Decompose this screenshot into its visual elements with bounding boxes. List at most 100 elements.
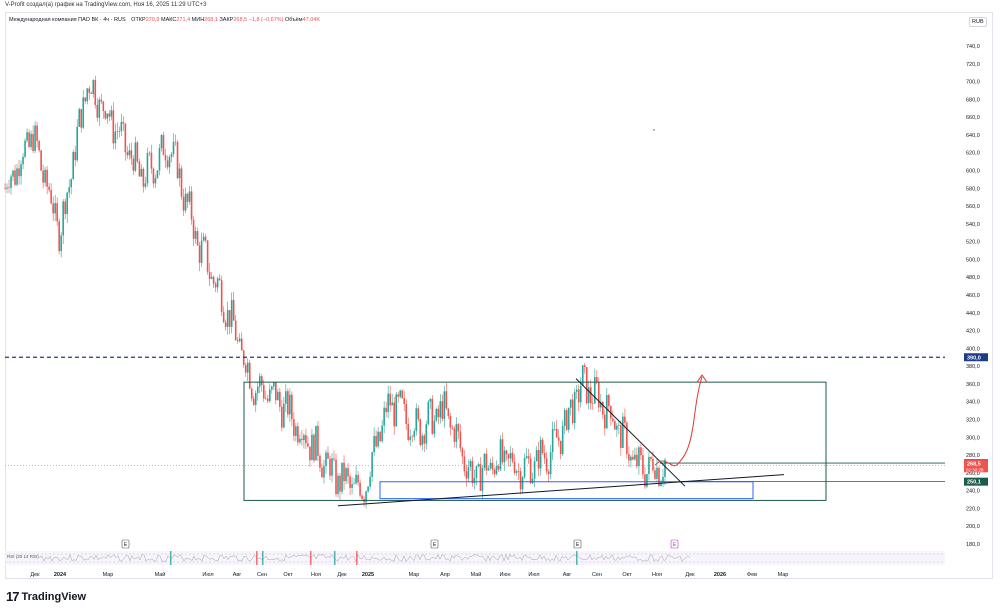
candle-body (287, 391, 289, 415)
y-tick-label: 500,0 (966, 257, 980, 263)
candle-body (12, 170, 14, 177)
candle-body (285, 391, 287, 404)
high-label: МАКС (160, 17, 177, 23)
y-tick-label: 400,0 (966, 346, 980, 352)
candle-body (144, 183, 147, 187)
y-tick-label: 680,0 (966, 97, 980, 103)
candle-body (335, 459, 337, 495)
candle-body (577, 389, 580, 403)
candle-body (429, 398, 432, 402)
candle-body (587, 387, 590, 404)
x-tick-label: Июн (499, 572, 510, 578)
candle-body (353, 483, 355, 485)
price-tag-last: 268,5 (967, 461, 981, 467)
candle-body (52, 203, 54, 214)
candle-body (92, 79, 95, 94)
y-tick-label: 180,0 (966, 542, 980, 548)
candle-body (297, 426, 299, 443)
candle-body (447, 408, 450, 417)
candle-body (453, 428, 456, 442)
x-tick-label: Мар (103, 572, 114, 578)
candle-body (128, 150, 131, 156)
candle-body (662, 476, 664, 483)
candle-body (317, 425, 319, 456)
candle-body (343, 462, 345, 482)
candle-body (600, 401, 602, 408)
candle-body (612, 418, 614, 422)
candle-body (222, 311, 225, 323)
candle-body (38, 140, 40, 151)
y-tick-label: 660,0 (966, 115, 980, 121)
price-tag-390-bg (964, 353, 988, 362)
candle-body (411, 436, 414, 438)
candle-body (461, 448, 464, 457)
candle-body (184, 193, 187, 211)
high-value: 271,4 (176, 17, 191, 23)
candle-body (485, 453, 488, 471)
candle-body (409, 436, 412, 440)
candle-body (210, 276, 213, 279)
candle-body (644, 474, 646, 487)
candle-body (421, 435, 424, 446)
candle-body (60, 235, 62, 252)
chart-author-header: V-Profit создал(а) график на TradingView… (5, 2, 207, 8)
candle-body (96, 104, 99, 118)
candle-body (126, 152, 129, 156)
candle-body (451, 427, 454, 429)
candle-body (331, 458, 333, 476)
candle-body (638, 447, 640, 467)
candle-body (473, 477, 476, 484)
candle-body (561, 426, 564, 455)
candle-body (82, 97, 85, 128)
currency-selector[interactable]: RUB (969, 17, 987, 27)
candle-body (262, 384, 265, 399)
candle-body (122, 122, 125, 124)
x-tick-label: Мар (409, 572, 420, 578)
symbol-name: Международная компания ПАО ВК · 4ч · RUS (9, 17, 126, 23)
candle-body (162, 135, 165, 156)
candle-body (238, 338, 241, 342)
candle-body (90, 92, 93, 94)
candle-body (650, 456, 652, 459)
candle-body (626, 422, 628, 455)
candle-body (565, 410, 568, 430)
candle-body (44, 169, 46, 183)
candle-body (136, 142, 139, 162)
candle-body (483, 453, 486, 469)
candle-body (188, 191, 191, 202)
candle-body (379, 431, 381, 442)
y-tick-label: 560,0 (966, 204, 980, 210)
candle-body (256, 386, 259, 393)
candle-body (74, 151, 77, 161)
volume-value: 47,04K (302, 17, 320, 23)
price-tag-250-bg (964, 477, 988, 486)
candle-body (254, 392, 257, 405)
candle-body (610, 405, 612, 419)
candle-body (660, 482, 662, 486)
candle-body (345, 468, 347, 482)
candle-body (489, 462, 492, 469)
candle-body (555, 428, 558, 438)
candle-body (602, 401, 604, 415)
candle-body (575, 389, 578, 392)
candle-body (507, 454, 510, 459)
candle-body (435, 408, 438, 421)
candle-body (42, 170, 44, 183)
candle-body (646, 474, 648, 487)
candle-body (523, 458, 526, 478)
candle-body (216, 278, 219, 288)
candle-body (172, 141, 175, 155)
candle-body (64, 201, 66, 215)
candle-body (24, 140, 26, 157)
price-tag-countdown: 02:30:28 (966, 467, 984, 472)
candle-body (80, 109, 83, 128)
candle-body (224, 322, 227, 327)
candle-body (427, 401, 430, 425)
candle-body (551, 429, 554, 453)
candle-body (279, 391, 281, 407)
y-tick-label: 520,0 (966, 240, 980, 246)
tradingview-mark-icon: 17 (6, 589, 20, 604)
candle-body (441, 401, 444, 419)
candle-body (589, 387, 592, 404)
